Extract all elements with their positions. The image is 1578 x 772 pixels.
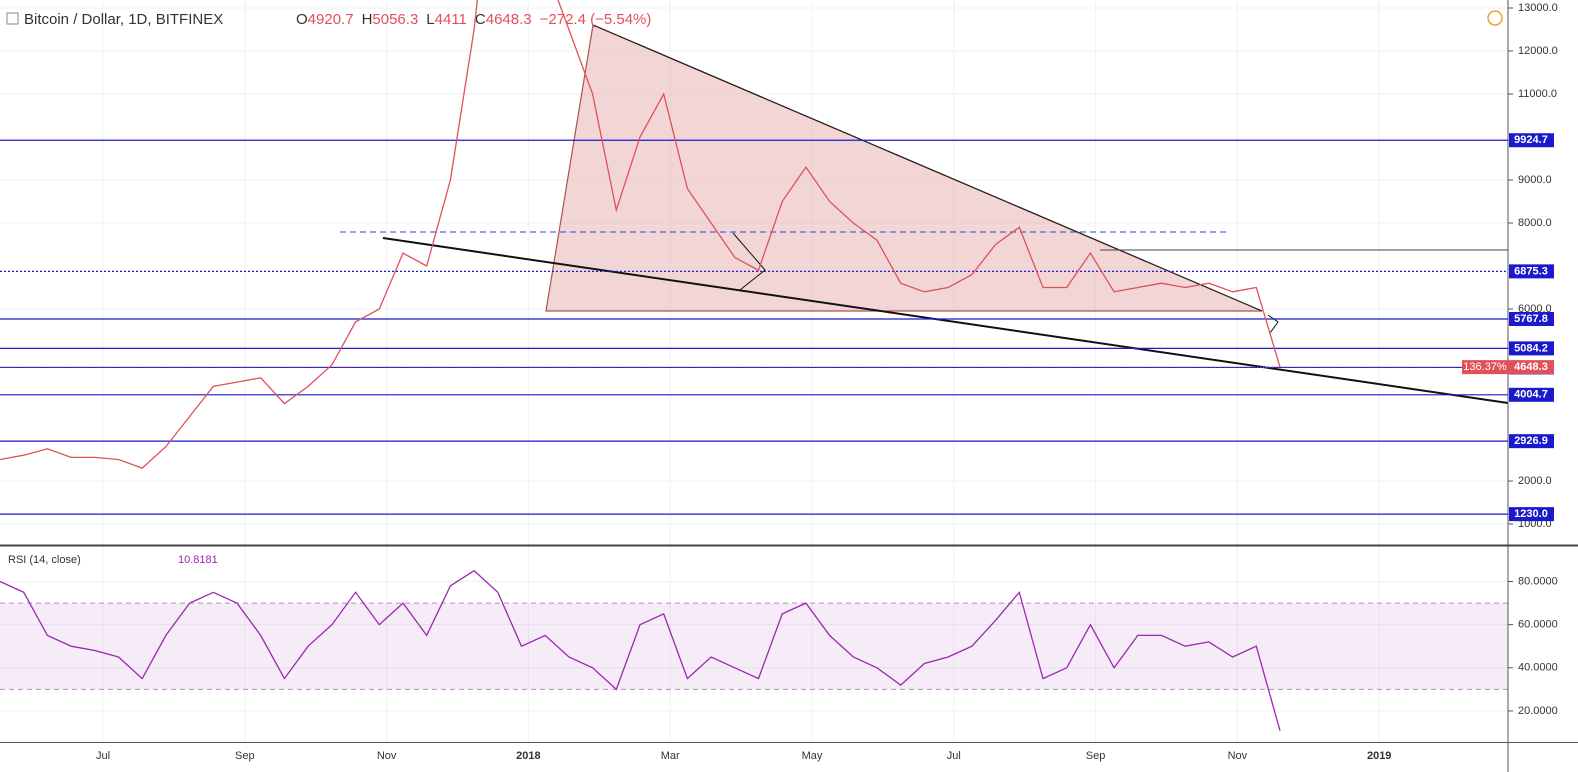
trendline xyxy=(592,24,1263,312)
level-label-bg xyxy=(1509,387,1554,402)
last-price-label: 4648.3 xyxy=(1514,361,1548,373)
x-tick-label: Mar xyxy=(661,750,680,762)
price-line xyxy=(0,0,1281,469)
small-pattern xyxy=(732,232,766,291)
small-pattern xyxy=(1267,314,1279,334)
ohlc-key: H xyxy=(362,11,373,28)
level-label: 5767.8 xyxy=(1514,313,1548,325)
rsi-value: 10.8181 xyxy=(178,554,218,566)
y-tick-label: 80.0000 xyxy=(1518,575,1558,587)
x-tick-label: Jul xyxy=(96,750,110,762)
y-tick-label: 40.0000 xyxy=(1518,662,1558,674)
level-label-bg xyxy=(1509,507,1554,522)
y-tick-label: 9000.0 xyxy=(1518,174,1552,186)
level-label-bg xyxy=(1509,311,1554,326)
collapse-icon[interactable] xyxy=(6,12,19,25)
rsi-line xyxy=(0,569,1281,731)
ohlc-value: 4411 xyxy=(435,11,467,28)
x-tick-label: May xyxy=(802,750,823,762)
x-tick-label: Nov xyxy=(1228,750,1248,762)
level-label: 2926.9 xyxy=(1514,435,1548,447)
level-label-bg xyxy=(1509,434,1554,449)
change: −272.4 (−5.54%) xyxy=(540,11,652,28)
y-tick-label: 11000.0 xyxy=(1518,88,1557,100)
y-tick-label: 12000.0 xyxy=(1518,45,1558,57)
level-label-bg xyxy=(1509,341,1554,356)
x-tick-label: Sep xyxy=(235,750,255,762)
x-tick-label: 2018 xyxy=(516,750,540,762)
symbol-title: Bitcoin / Dollar, 1D, BITFINEX xyxy=(24,11,223,28)
trendline xyxy=(382,237,1509,404)
ohlc: O4920.7 H5056.3 L4411 C4648.3 −272.4 (−5.54%… xyxy=(296,11,651,28)
alert-icon[interactable] xyxy=(1487,10,1503,26)
level-label-bg xyxy=(1509,264,1554,279)
ohlc-key: L xyxy=(426,11,434,28)
x-tick-label: Nov xyxy=(377,750,397,762)
level-label-bg xyxy=(1509,133,1554,148)
ohlc-value: 4648.3 xyxy=(486,11,532,28)
y-tick-label: 20.0000 xyxy=(1518,705,1558,717)
y-tick-label: 2000.0 xyxy=(1518,475,1552,487)
y-tick-label: 6000.0 xyxy=(1518,303,1552,315)
x-tick-label: 2019 xyxy=(1367,750,1391,762)
ohlc-value: 4920.7 xyxy=(308,11,354,28)
y-tick-label: 8000.0 xyxy=(1518,217,1552,229)
level-label: 4004.7 xyxy=(1514,389,1548,401)
ohlc-key: C xyxy=(475,11,486,28)
level-label: 1230.0 xyxy=(1514,508,1548,520)
level-label: 6875.3 xyxy=(1514,265,1548,277)
last-price-bg xyxy=(1462,360,1554,375)
ohlc-key: O xyxy=(296,11,308,28)
x-tick-label: Jul xyxy=(947,750,961,762)
level-label: 9924.7 xyxy=(1514,134,1548,146)
rsi-title: RSI (14, close) xyxy=(8,554,81,566)
ohlc-value: 5056.3 xyxy=(372,11,418,28)
level-label: 5084.2 xyxy=(1514,342,1548,354)
x-tick-label: Sep xyxy=(1086,750,1106,762)
y-tick-label: 60.0000 xyxy=(1518,619,1558,631)
y-tick-label: 13000.0 xyxy=(1518,2,1558,14)
last-price-pct: 136.37% xyxy=(1463,361,1507,373)
